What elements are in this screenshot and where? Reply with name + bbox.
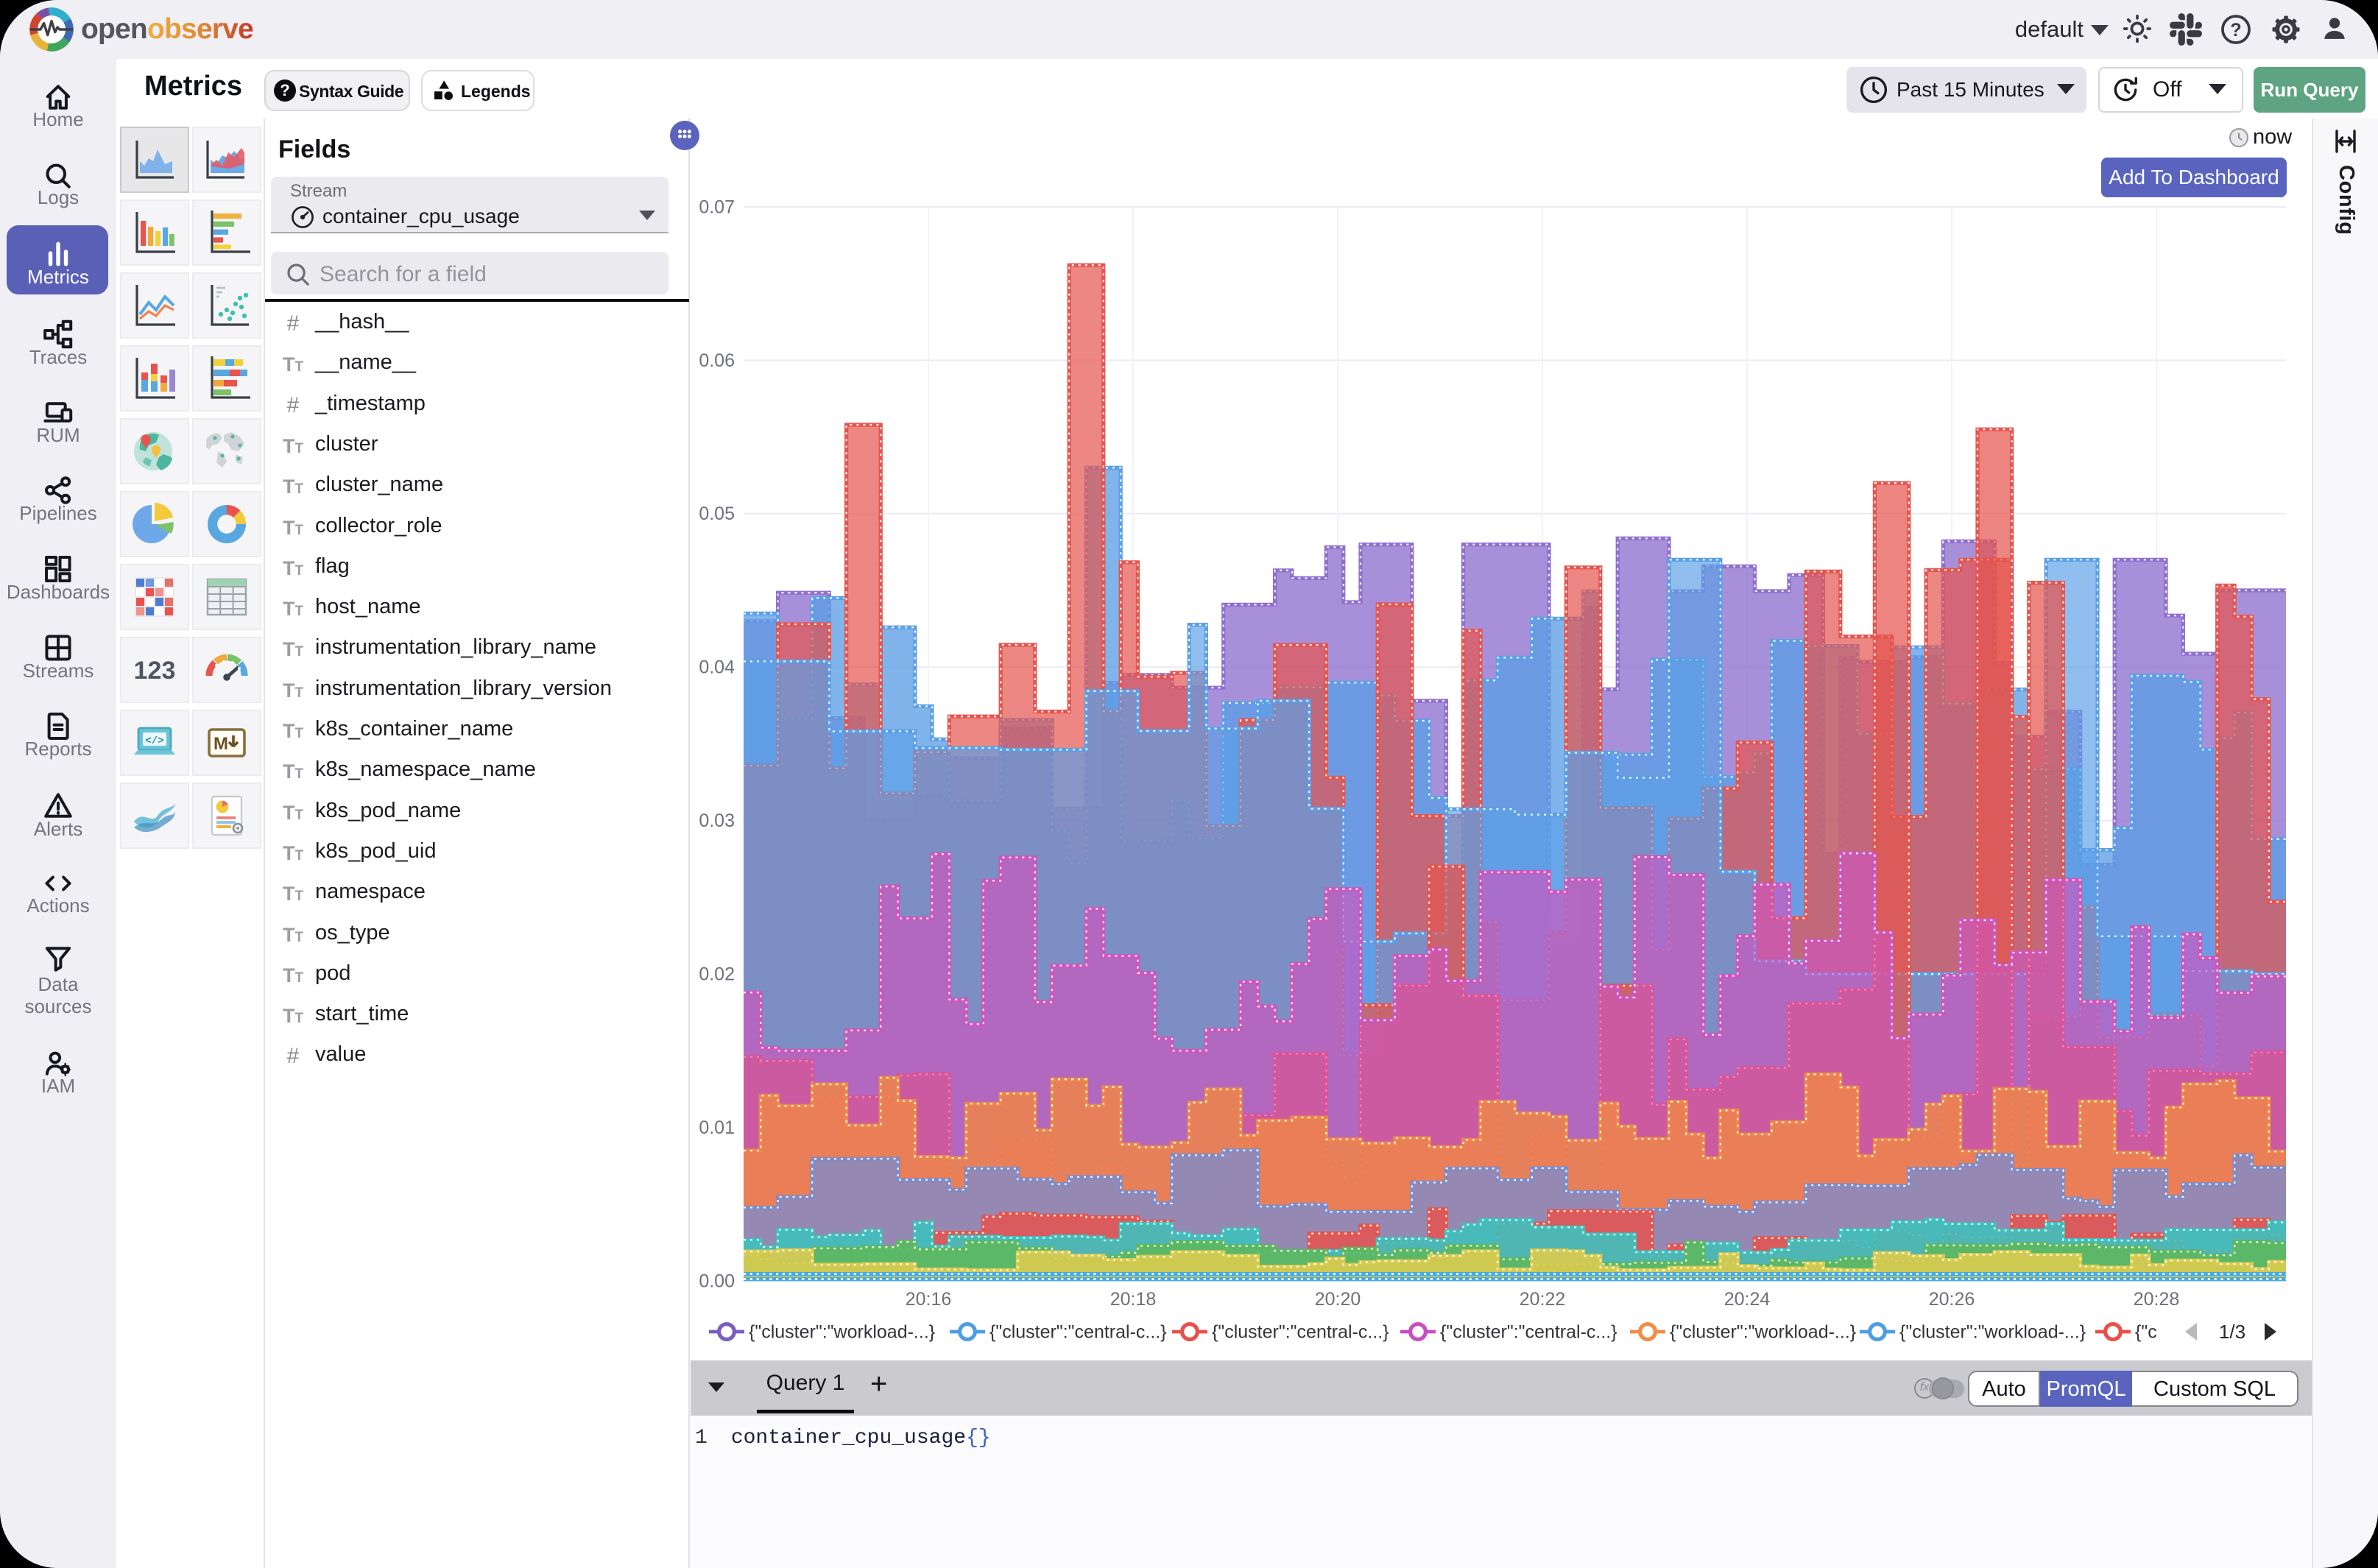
svg-text:{"cluster":"workload-...}: {"cluster":"workload-...} — [1899, 1322, 2086, 1343]
svg-text:20:26: 20:26 — [1929, 1289, 1975, 1310]
svg-text:{"c: {"c — [2135, 1322, 2157, 1343]
svg-text:0.01: 0.01 — [699, 1117, 735, 1138]
svg-text:?: ? — [2230, 20, 2241, 40]
svg-text:{"cluster":"central-c...}: {"cluster":"central-c...} — [989, 1322, 1167, 1343]
svg-text:123: 123 — [134, 657, 176, 685]
svg-text:20:20: 20:20 — [1315, 1289, 1361, 1310]
svg-text:20:24: 20:24 — [1724, 1289, 1771, 1310]
svg-text:{"cluster":"workload-...}: {"cluster":"workload-...} — [1670, 1322, 1856, 1343]
svg-text:M: M — [214, 734, 228, 754]
svg-text:20:16: 20:16 — [906, 1289, 952, 1310]
svg-text:0.02: 0.02 — [699, 964, 735, 985]
svg-text:1/3: 1/3 — [2219, 1321, 2245, 1343]
svg-text:{"cluster":"workload-...}: {"cluster":"workload-...} — [749, 1322, 935, 1343]
svg-text:20:22: 20:22 — [1520, 1289, 1566, 1310]
svg-text:20:18: 20:18 — [1110, 1289, 1157, 1310]
svg-text:{"cluster":"central-c...}: {"cluster":"central-c...} — [1212, 1322, 1389, 1343]
svg-text:0.06: 0.06 — [699, 350, 735, 371]
svg-text:0.03: 0.03 — [699, 811, 735, 831]
svg-text:0.00: 0.00 — [699, 1271, 735, 1291]
svg-text:0.04: 0.04 — [699, 657, 735, 678]
svg-text:0.05: 0.05 — [699, 504, 735, 524]
svg-text:</>: </> — [145, 735, 163, 747]
svg-text:0.07: 0.07 — [699, 197, 735, 217]
svg-text:{"cluster":"central-c...}: {"cluster":"central-c...} — [1440, 1322, 1617, 1343]
svg-text:20:28: 20:28 — [2134, 1289, 2180, 1310]
